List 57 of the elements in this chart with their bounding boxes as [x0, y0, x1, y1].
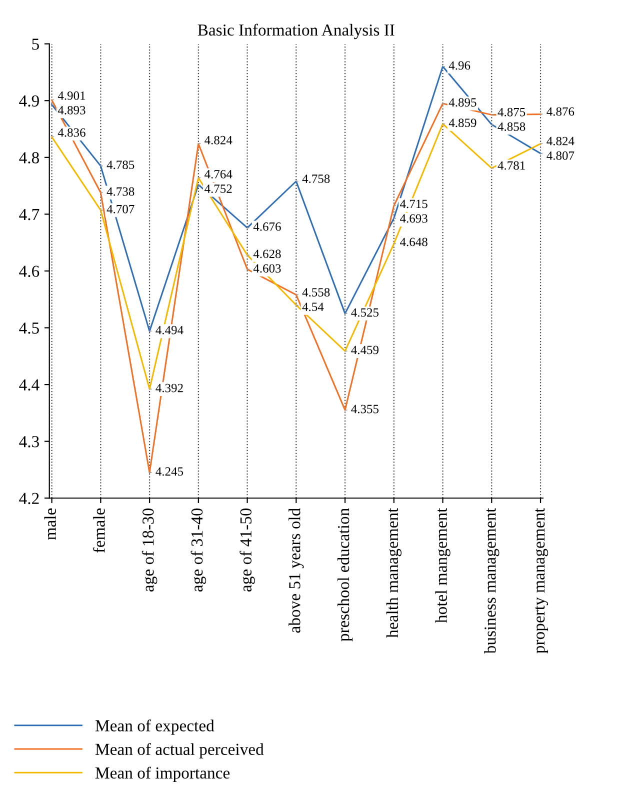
data-label: 4.355: [351, 404, 379, 414]
y-tick-label: 5: [32, 38, 39, 50]
x-tick-label: property management: [535, 508, 548, 654]
data-label: 4.693: [400, 214, 428, 223]
data-label: 4.459: [351, 346, 379, 354]
x-tick-label: business management: [484, 508, 500, 654]
data-label: 4.738: [106, 187, 134, 196]
data-label: 4.525: [351, 308, 379, 317]
data-label: 4.628: [253, 250, 281, 258]
y-tick-label: 4.8: [19, 152, 39, 164]
y-tick-label: 4.9: [19, 95, 39, 107]
data-label: 4.807: [546, 151, 574, 160]
x-tick-label: age of 18-30: [142, 508, 158, 592]
data-label: 4.781: [498, 161, 525, 170]
x-tick-label: age of 41-50: [240, 508, 255, 592]
data-label: 4.758: [302, 174, 330, 184]
legend-label: Mean of expected: [95, 719, 214, 735]
data-label: 4.875: [498, 108, 526, 116]
data-label: 4.96: [448, 61, 470, 70]
data-label: 4.824: [546, 136, 574, 146]
data-label: 4.707: [106, 204, 134, 214]
legend-label: Mean of importance: [95, 766, 230, 782]
data-label: 4.824: [204, 136, 232, 144]
data-label: 4.901: [58, 91, 86, 100]
x-tick-label: hotel mangement: [435, 508, 450, 623]
y-tick-label: 4.2: [19, 492, 39, 504]
y-tick-label: 4.3: [19, 436, 39, 448]
y-tick-label: 4.6: [19, 266, 40, 277]
data-label: 4.752: [204, 184, 232, 193]
data-label: 4.836: [58, 128, 86, 137]
data-label: 4.392: [156, 384, 183, 392]
data-label: 4.785: [106, 160, 134, 170]
x-tick-label: above 51 years old: [288, 508, 304, 633]
chart-title: Basic Information Analysis II: [198, 24, 394, 40]
x-tick-label: male: [44, 508, 56, 540]
x-tick-label: preschool education: [337, 508, 353, 642]
data-label: 4.858: [498, 122, 526, 131]
data-label: 4.676: [253, 222, 281, 231]
data-label: 4.494: [156, 326, 184, 334]
data-label: 4.893: [58, 106, 86, 114]
data-label: 4.876: [546, 107, 574, 116]
x-tick-label: age of 31-40: [190, 508, 206, 592]
data-label: 4.764: [204, 170, 232, 178]
data-label: 4.895: [448, 98, 476, 107]
data-label: 4.648: [400, 238, 428, 246]
data-label: 4.54: [302, 302, 324, 312]
data-label: 4.245: [156, 467, 184, 476]
x-tick-label: health management: [386, 508, 402, 638]
data-label: 4.859: [448, 118, 476, 128]
y-tick-label: 4.4: [19, 379, 40, 391]
y-tick-label: 4.5: [19, 322, 39, 334]
y-tick-label: 4.7: [19, 209, 40, 220]
data-label: 4.603: [253, 264, 281, 273]
legend-label: Mean of actual perceived: [95, 743, 264, 758]
data-label: 4.558: [302, 288, 330, 297]
x-tick-label: female: [92, 508, 105, 553]
data-label: 4.715: [400, 200, 428, 208]
